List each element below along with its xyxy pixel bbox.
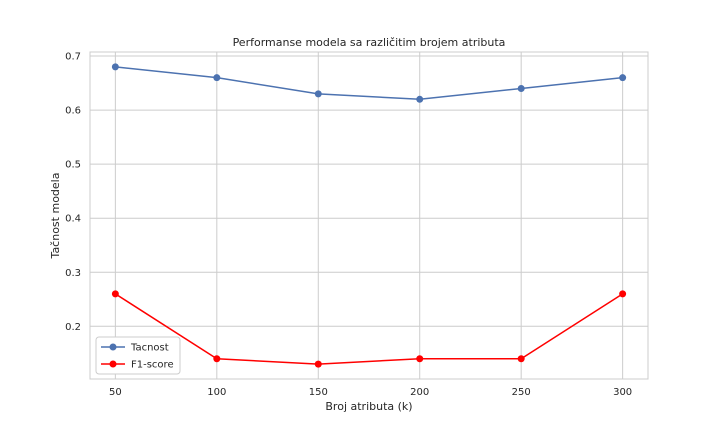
data-point-tacnost <box>619 74 627 82</box>
y-axis-ticks: 0.2 0.3 0.4 0.5 0.6 0.7 <box>65 52 81 333</box>
x-axis-label: Broj atributa (k) <box>325 400 412 413</box>
legend: Tacnost F1-score <box>95 336 181 375</box>
data-point-f1-score <box>213 355 221 363</box>
legend-marker-f1 <box>109 360 117 368</box>
data-point-tacnost <box>314 90 322 98</box>
series-line-tacnost <box>115 66 623 101</box>
data-point-tacnost <box>213 74 221 82</box>
y-tick-label: 0.4 <box>65 214 81 225</box>
plot-area <box>89 51 649 380</box>
legend-marker-tacnost <box>109 343 117 351</box>
series-layer <box>111 63 627 368</box>
series-line-f1-score <box>114 293 624 365</box>
chart-title: Performanse modela sa različitim brojem … <box>233 36 506 49</box>
x-tick-label: 150 <box>309 387 328 398</box>
data-point-tacnost <box>111 63 119 71</box>
grid-lines <box>90 52 648 379</box>
legend-label-tacnost: Tacnost <box>130 343 169 354</box>
legend-label-f1-score: F1-score <box>131 360 174 371</box>
y-tick-label: 0.7 <box>65 52 81 63</box>
y-tick-label: 0.6 <box>65 106 81 117</box>
x-tick-label: 100 <box>207 387 226 398</box>
x-axis-ticks: 50 100 150 200 250 300 <box>109 387 632 398</box>
y-axis-label: Tačnost modela <box>49 173 62 260</box>
data-point-f1-score <box>314 360 322 368</box>
x-tick-label: 250 <box>512 387 531 398</box>
y-tick-label: 0.5 <box>65 160 81 171</box>
data-point-f1-score <box>517 355 525 363</box>
x-tick-label: 50 <box>109 387 122 398</box>
x-tick-label: 200 <box>410 387 429 398</box>
x-tick-label: 300 <box>613 387 632 398</box>
data-point-tacnost <box>517 84 525 92</box>
data-point-f1-score <box>619 290 627 298</box>
data-point-f1-score <box>416 355 424 363</box>
y-tick-label: 0.3 <box>65 268 81 279</box>
data-point-tacnost <box>416 95 424 103</box>
y-tick-label: 0.2 <box>65 322 81 333</box>
data-point-f1-score <box>111 290 119 298</box>
